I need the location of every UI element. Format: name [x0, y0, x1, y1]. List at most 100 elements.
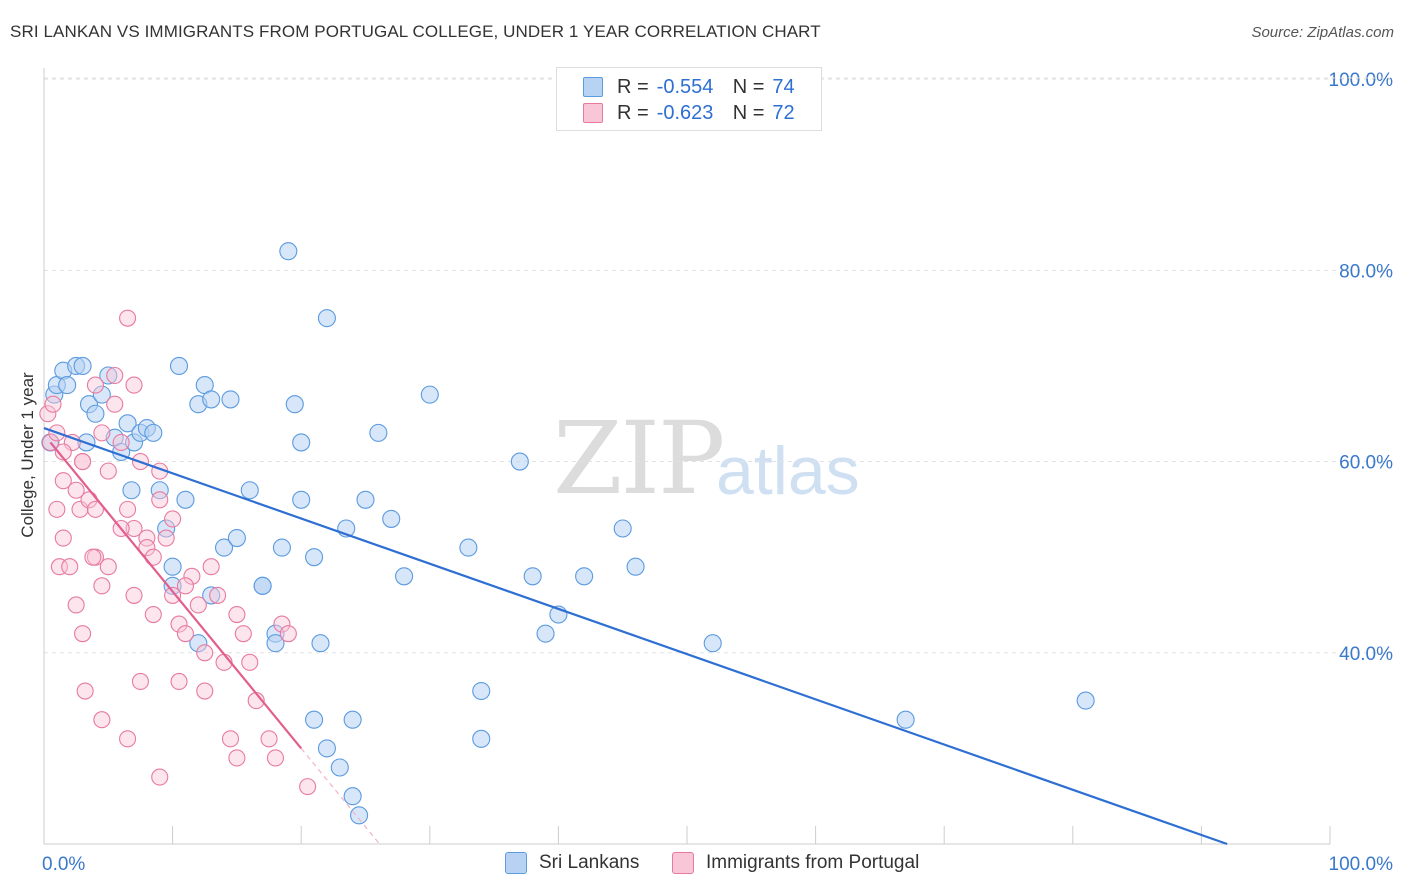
- point-sri-lankans: [472, 729, 491, 748]
- point-sri-lankans: [169, 356, 189, 376]
- point-sri-lankans: [459, 538, 478, 557]
- legend-n-label: N =: [732, 101, 765, 124]
- point-portugal: [151, 768, 169, 786]
- point-portugal: [86, 500, 104, 518]
- point-sri-lankans: [58, 376, 77, 395]
- series-legend-portugal: Immigrants from Portugal: [672, 852, 919, 874]
- point-portugal: [84, 548, 102, 566]
- point-portugal: [99, 462, 117, 480]
- point-portugal: [93, 424, 111, 442]
- point-sri-lankans: [86, 404, 105, 423]
- trend-line-sri-lankans: [43, 427, 1228, 846]
- y-axis-label: College, Under 1 year: [18, 372, 37, 538]
- point-portugal: [106, 395, 124, 413]
- point-portugal: [48, 500, 66, 518]
- legend-r-label: R =: [617, 101, 649, 124]
- point-portugal: [44, 395, 62, 413]
- legend-row-sri-lankans: R = -0.554 N = 74: [583, 75, 795, 99]
- point-portugal: [138, 539, 156, 557]
- point-sri-lankans: [92, 385, 111, 404]
- point-sri-lankans: [343, 710, 362, 729]
- point-sri-lankans: [613, 519, 632, 538]
- series-swatch-pink: [672, 852, 694, 874]
- point-portugal: [119, 309, 137, 327]
- point-sri-lankans: [536, 624, 555, 643]
- point-sri-lankans: [382, 509, 401, 528]
- stats-legend: R = -0.554 N = 74 R = -0.623 N = 72: [556, 67, 822, 131]
- point-sri-lankans: [253, 576, 272, 595]
- point-portugal: [241, 653, 259, 671]
- point-portugal: [196, 682, 214, 700]
- point-portugal: [125, 376, 143, 394]
- point-sri-lankans: [311, 634, 330, 653]
- point-portugal: [234, 625, 252, 643]
- point-sri-lankans: [122, 481, 141, 500]
- y-tick-label: 40.0%: [1339, 644, 1393, 665]
- point-portugal: [112, 433, 130, 451]
- point-sri-lankans: [395, 567, 414, 586]
- point-portugal: [164, 586, 182, 604]
- point-portugal: [54, 472, 72, 490]
- x-tick-label: 100.0%: [1329, 854, 1394, 875]
- point-sri-lankans: [356, 490, 375, 509]
- point-portugal: [74, 453, 92, 471]
- y-tick-label: 80.0%: [1339, 261, 1393, 282]
- point-sri-lankans: [202, 390, 221, 409]
- legend-n-label: N =: [732, 75, 765, 98]
- point-portugal: [61, 558, 79, 576]
- point-sri-lankans: [369, 423, 388, 442]
- legend-n-value: 74: [772, 75, 795, 98]
- series-legend: Sri Lankans Immigrants from Portugal: [0, 852, 1406, 878]
- point-sri-lankans: [189, 634, 208, 653]
- point-sri-lankans: [626, 557, 645, 576]
- point-sri-lankans: [99, 366, 118, 385]
- point-sri-lankans: [420, 385, 439, 404]
- legend-r-value: -0.623: [656, 101, 714, 124]
- point-portugal: [144, 605, 162, 624]
- point-portugal: [279, 625, 297, 643]
- point-sri-lankans: [305, 710, 324, 729]
- legend-n-value: 72: [772, 101, 795, 124]
- point-sri-lankans: [292, 490, 311, 509]
- trend-line-portugal: [49, 441, 303, 750]
- series-legend-sri-lankans: Sri Lankans: [505, 852, 639, 874]
- y-tick-label: 100.0%: [1329, 70, 1394, 91]
- point-sri-lankans: [896, 710, 915, 729]
- point-sri-lankans: [350, 806, 369, 825]
- point-sri-lankans: [240, 481, 259, 500]
- point-portugal: [138, 529, 156, 547]
- point-portugal: [209, 586, 227, 604]
- series-legend-label: Sri Lankans: [539, 852, 640, 873]
- legend-r-value: -0.554: [656, 75, 714, 98]
- point-portugal: [299, 778, 317, 796]
- point-sri-lankans: [214, 538, 234, 557]
- point-sri-lankans: [227, 528, 246, 548]
- y-tick-label: 60.0%: [1339, 453, 1393, 474]
- point-sri-lankans: [1076, 691, 1095, 710]
- point-sri-lankans: [523, 567, 542, 586]
- point-portugal: [228, 749, 246, 767]
- point-sri-lankans: [285, 395, 304, 414]
- point-portugal: [266, 749, 285, 767]
- point-sri-lankans: [144, 423, 163, 442]
- source-label: Source: ZipAtlas.com: [1251, 24, 1394, 41]
- point-sri-lankans: [292, 433, 311, 452]
- point-portugal: [106, 366, 124, 385]
- legend-row-portugal: R = -0.623 N = 72: [583, 101, 795, 125]
- point-sri-lankans: [272, 538, 291, 557]
- point-sri-lankans: [176, 490, 195, 509]
- point-portugal: [176, 625, 195, 643]
- point-sri-lankans: [472, 681, 491, 701]
- point-sri-lankans: [118, 414, 137, 433]
- point-portugal: [99, 558, 117, 576]
- trend-extension-portugal: [300, 748, 381, 845]
- point-portugal: [67, 481, 85, 499]
- point-portugal: [39, 405, 57, 423]
- point-sri-lankans: [343, 787, 362, 806]
- point-portugal: [50, 558, 68, 576]
- point-portugal: [119, 730, 137, 748]
- point-portugal: [119, 500, 137, 518]
- point-sri-lankans: [163, 576, 182, 595]
- point-portugal: [76, 682, 94, 700]
